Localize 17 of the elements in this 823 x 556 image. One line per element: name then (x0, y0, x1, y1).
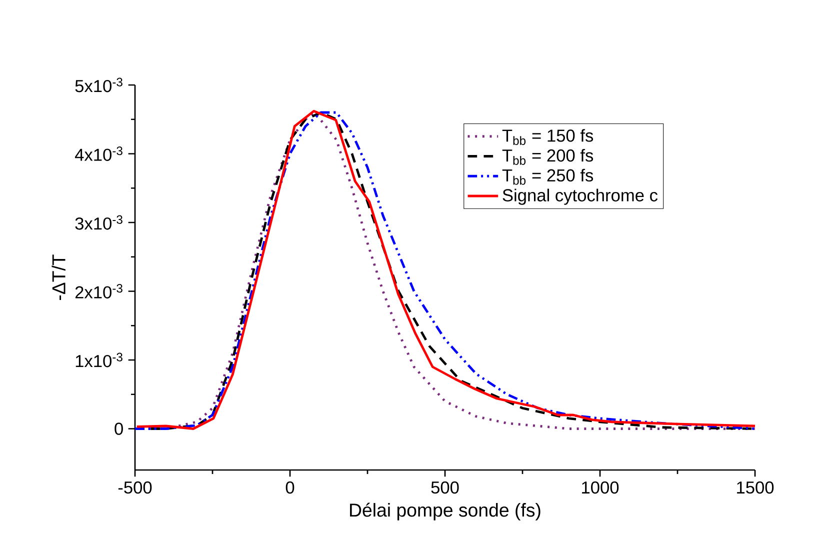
y-tick-label: 5x10$^{-3}$ (75, 78, 122, 92)
x-tick-label: 500 (431, 481, 459, 494)
x-tick-label: 1500 (737, 481, 774, 494)
y-tick-label: 0 (114, 422, 123, 435)
y-tick-label: 4x10$^{-3}$ (74, 146, 122, 161)
x-tick-label: 1000 (582, 481, 619, 494)
y-tick-label: 1x10$^{-3}$ (76, 352, 122, 368)
legend-label: Signal cytochrome c (502, 188, 658, 205)
legend-label: T$_{bb}$ = 250 fs (502, 168, 594, 185)
legend-label: T$_{bb}$ = 150 fs (502, 129, 594, 146)
y-tick-label: 2x10$^{-3}$ (75, 284, 122, 298)
x-axis-title: Délai pompe sonde (fs) (350, 502, 540, 520)
x-tick-label: 0 (286, 481, 294, 494)
y-axis-title: -ΔT/T (52, 254, 66, 300)
legend-label: T$_{bb}$ = 200 fs (502, 148, 594, 165)
y-tick-label: 3x10$^{-3}$ (75, 215, 122, 230)
x-tick-label: -500 (118, 481, 152, 494)
